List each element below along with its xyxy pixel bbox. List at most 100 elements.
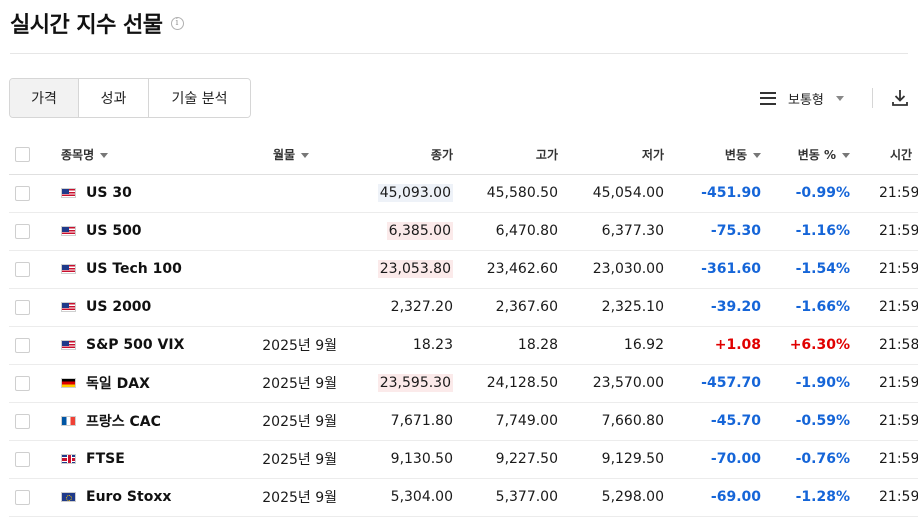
close-cell: 2,327.20 xyxy=(357,288,463,327)
close-cell: 23,595.30 xyxy=(357,364,463,403)
instrument-cell: US 30 xyxy=(50,174,222,213)
row-select-cell xyxy=(9,478,50,517)
close-cell: 6,385.00 xyxy=(357,212,463,251)
download-icon[interactable] xyxy=(891,88,909,108)
flag-us-icon xyxy=(61,264,76,274)
sort-caret-icon xyxy=(100,153,109,159)
low-cell: 7,660.80 xyxy=(568,402,674,441)
high-cell: 18.28 xyxy=(463,326,568,365)
table-row[interactable]: US 30 45,093.00 45,580.50 45,054.00 -451.90-… xyxy=(9,174,918,213)
table-row[interactable]: 독일 DAX 2025년 9월 23,595.30 24,128.50 23,570.0… xyxy=(9,364,918,403)
table-row[interactable]: US 2000 2,327.20 2,367.60 2,325.10 -39.20 -1.… xyxy=(9,288,918,327)
low-cell: 5,298.00 xyxy=(568,478,674,517)
table-header-row: 종목명 월물 종가 고가 저가 변동 변동 % 시간 xyxy=(9,136,918,175)
flag-fr-icon xyxy=(61,416,76,426)
instrument-name-link[interactable]: S&P 500 VIX xyxy=(86,337,185,353)
row-checkbox[interactable] xyxy=(15,375,30,391)
view-mode-select[interactable]: 보통형 xyxy=(760,86,844,110)
table-row[interactable]: Euro Stoxx 2025년 9월 5,304.00 5,377.00 5,298.… xyxy=(9,478,918,517)
col-header-change-pct[interactable]: 변동 % xyxy=(771,136,860,175)
flag-us-icon xyxy=(61,340,76,350)
change-pct-cell: -0.76% xyxy=(771,440,860,479)
close-value: 18.23 xyxy=(412,337,453,353)
row-checkbox[interactable] xyxy=(15,223,30,239)
row-checkbox[interactable] xyxy=(15,337,30,353)
flag-us-icon xyxy=(61,226,76,236)
row-checkbox[interactable] xyxy=(15,413,30,429)
high-cell: 2,367.60 xyxy=(463,288,568,327)
instrument-cell: 프랑스 CAC xyxy=(50,402,222,441)
month-cell: 2025년 9월 xyxy=(222,326,357,365)
tab-price[interactable]: 가격 xyxy=(10,79,79,117)
change-cell: -361.60 xyxy=(674,250,771,289)
sort-caret-icon xyxy=(301,153,310,159)
change-pct-cell: -0.59% xyxy=(771,402,860,441)
row-checkbox[interactable] xyxy=(15,261,30,277)
table-row[interactable]: FTSE 2025년 9월 9,130.50 9,227.50 9,129.50 -70.… xyxy=(9,440,918,479)
row-select-cell xyxy=(9,326,50,365)
instrument-name-link[interactable]: 독일 DAX xyxy=(86,376,150,392)
flag-us-icon xyxy=(61,188,76,198)
time-cell: 21:59:39 xyxy=(860,250,918,289)
instrument-cell: FTSE xyxy=(50,440,222,479)
change-cell: -39.20 xyxy=(674,288,771,327)
row-select-cell xyxy=(9,364,50,403)
table-row[interactable]: US 500 6,385.00 6,470.80 6,377.30 -75.30 -1.1… xyxy=(9,212,918,251)
table-row[interactable]: 프랑스 CAC 2025년 9월 7,671.80 7,749.00 7,660.80-… xyxy=(9,402,918,441)
flag-us-icon xyxy=(61,302,76,312)
instrument-cell: US 500 xyxy=(50,212,222,251)
sort-caret-icon xyxy=(753,153,761,159)
time-cell: 21:59:38 xyxy=(860,364,918,403)
col-header-change[interactable]: 변동 xyxy=(674,136,771,175)
month-cell: 2025년 9월 xyxy=(222,364,357,403)
tab-technical[interactable]: 기술 분석 xyxy=(149,79,250,117)
title-divider xyxy=(10,53,908,54)
instrument-name-link[interactable]: Euro Stoxx xyxy=(86,489,172,505)
month-cell: 2025년 9월 xyxy=(222,402,357,441)
change-cell: -457.70 xyxy=(674,364,771,403)
instrument-cell: US Tech 100 xyxy=(50,250,222,289)
table-row[interactable]: US Tech 100 23,053.80 23,462.60 23,030.00 -3… xyxy=(9,250,918,289)
flag-de-icon xyxy=(61,378,76,388)
close-cell: 18.23 xyxy=(357,326,463,365)
row-select-cell xyxy=(9,250,50,289)
row-checkbox[interactable] xyxy=(15,451,30,467)
instrument-name-link[interactable]: 프랑스 CAC xyxy=(86,414,161,430)
instrument-name-link[interactable]: US Tech 100 xyxy=(86,261,182,277)
select-all-checkbox[interactable] xyxy=(15,147,30,163)
row-checkbox[interactable] xyxy=(15,489,30,505)
flag-uk-icon xyxy=(61,454,76,464)
instrument-name-link[interactable]: US 30 xyxy=(86,185,132,201)
col-header-close[interactable]: 종가 xyxy=(357,136,463,175)
futures-table: 종목명 월물 종가 고가 저가 변동 변동 % 시간 US 30 45,093.0… xyxy=(9,136,918,517)
time-cell: 21:59:39 xyxy=(860,212,918,251)
low-cell: 2,325.10 xyxy=(568,288,674,327)
instrument-name-link[interactable]: US 500 xyxy=(86,223,142,239)
row-checkbox[interactable] xyxy=(15,299,30,315)
close-cell: 5,304.00 xyxy=(357,478,463,517)
table-row[interactable]: S&P 500 VIX 2025년 9월 18.23 18.28 16.92 +1.08 +… xyxy=(9,326,918,365)
change-pct-cell: -1.28% xyxy=(771,478,860,517)
high-cell: 23,462.60 xyxy=(463,250,568,289)
col-header-name[interactable]: 종목명 xyxy=(50,136,222,175)
close-value: 6,385.00 xyxy=(386,222,453,240)
instrument-cell: S&P 500 VIX xyxy=(50,326,222,365)
instrument-cell: US 2000 xyxy=(50,288,222,327)
change-pct-cell: -0.99% xyxy=(771,174,860,213)
change-cell: -451.90 xyxy=(674,174,771,213)
tab-performance[interactable]: 성과 xyxy=(79,79,149,117)
info-icon[interactable]: i xyxy=(170,16,184,30)
instrument-name-link[interactable]: US 2000 xyxy=(86,299,152,315)
row-select-cell xyxy=(9,440,50,479)
col-header-time[interactable]: 시간 xyxy=(860,136,918,175)
col-header-month[interactable]: 월물 xyxy=(222,136,357,175)
row-select-cell xyxy=(9,174,50,213)
col-header-high[interactable]: 고가 xyxy=(463,136,568,175)
change-pct-cell: -1.90% xyxy=(771,364,860,403)
change-cell: -45.70 xyxy=(674,402,771,441)
close-value: 23,595.30 xyxy=(377,374,453,392)
instrument-name-link[interactable]: FTSE xyxy=(86,451,125,467)
low-cell: 23,030.00 xyxy=(568,250,674,289)
col-header-low[interactable]: 저가 xyxy=(568,136,674,175)
row-checkbox[interactable] xyxy=(15,185,30,201)
